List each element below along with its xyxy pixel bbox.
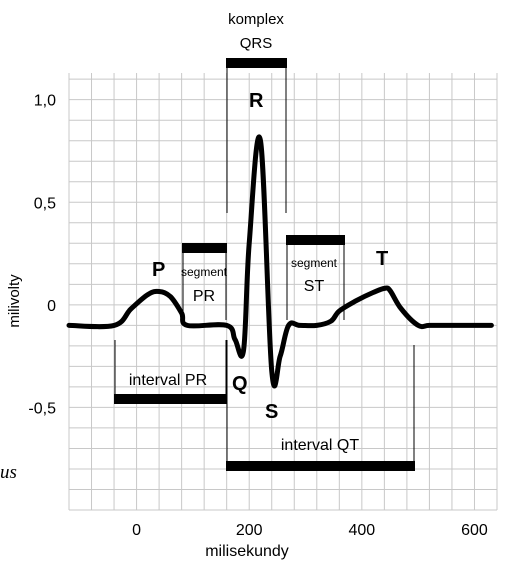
- y-tick-label: -0,5: [28, 400, 56, 417]
- cut-off-text: us: [0, 462, 17, 483]
- wave-label-t: T: [376, 248, 388, 270]
- qrs-label-line2: QRS: [240, 35, 273, 52]
- st-segment-label-line2: ST: [304, 278, 325, 295]
- wave-label-s: S: [265, 401, 278, 423]
- qt-interval-bar: [226, 461, 415, 471]
- x-tick-label: 200: [236, 522, 263, 539]
- y-tick-label: 1,0: [34, 93, 56, 110]
- y-tick-label: 0: [47, 298, 56, 315]
- pr-segment-label-line1: segment: [181, 265, 228, 279]
- qrs-label-line1: komplex: [228, 11, 284, 28]
- pr-interval-bar: [114, 394, 227, 404]
- tick-labels: 0 200 400 600 1,0 0,5 0 -0,5: [28, 93, 487, 539]
- st-segment-bar: [286, 235, 345, 245]
- pr-interval-label: interval PR: [129, 372, 207, 389]
- st-segment-label-line1: segment: [291, 256, 338, 270]
- grid: [68, 73, 498, 511]
- qt-interval-label: interval QT: [281, 437, 359, 454]
- wave-label-q: Q: [232, 373, 248, 395]
- pr-segment-bar: [182, 243, 227, 253]
- x-axis-label: milisekundy: [205, 543, 289, 560]
- wave-label-p: P: [152, 259, 165, 281]
- annotations: [114, 58, 415, 471]
- y-axis-label: milivolty: [6, 274, 23, 328]
- ecg-trace: [66, 134, 494, 389]
- x-tick-label: 600: [461, 522, 488, 539]
- y-tick-label: 0,5: [34, 195, 56, 212]
- x-tick-label: 0: [132, 522, 141, 539]
- wave-label-r: R: [249, 90, 264, 112]
- pr-segment-label-line2: PR: [193, 288, 215, 305]
- x-tick-label: 400: [348, 522, 375, 539]
- qrs-bar: [226, 58, 287, 68]
